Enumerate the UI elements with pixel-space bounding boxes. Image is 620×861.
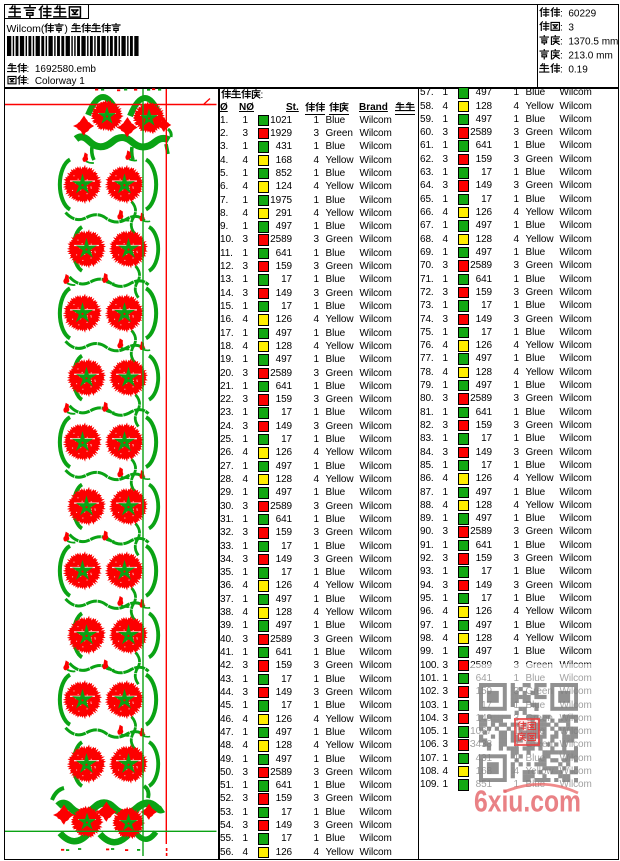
svg-text:6xiu.com: 6xiu.com [474, 784, 581, 819]
